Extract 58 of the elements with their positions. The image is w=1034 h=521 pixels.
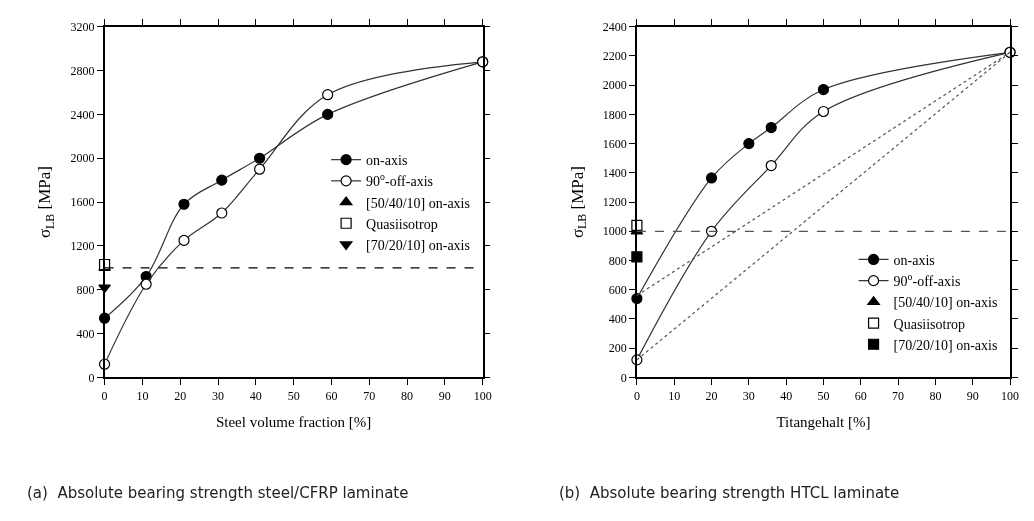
x-tick-label: 40	[780, 388, 793, 403]
text: (a) Absolute bearing strength steel/CFRP laminate	[27, 484, 409, 502]
y-tick-label: 2000	[602, 78, 627, 93]
y-tick-label: 0	[88, 370, 95, 385]
y-tick-label: 800	[76, 282, 95, 297]
legend-label: [70/20/10] on-axis	[366, 237, 470, 253]
y-tick-label: 2800	[70, 63, 95, 78]
y-tick-label: 600	[608, 282, 627, 297]
y-tick-label: 200	[608, 341, 627, 356]
x-tick-label: 70	[363, 388, 376, 403]
x-tick-label: 20	[705, 388, 718, 403]
x-axis-title: Steel volume fraction [%]	[215, 414, 372, 431]
x-tick-label: 50	[287, 388, 300, 403]
y-tick-label: 2400	[70, 107, 95, 122]
y-tick-label: 2400	[602, 19, 627, 34]
y-tick-label: 1200	[602, 195, 627, 210]
y-tick-label: 0	[620, 370, 627, 385]
legend-label: Quasiisotrop	[366, 216, 438, 232]
x-tick-label: 10	[136, 388, 149, 403]
legend-label: on-axis	[893, 252, 935, 268]
legend-label: Quasiisotrop	[893, 316, 966, 332]
x-tick-label: 80	[929, 388, 942, 403]
legend-label: [50/40/10] on-axis	[893, 295, 998, 311]
x-tick-label: 40	[249, 388, 262, 403]
x-tick-label: 100	[473, 388, 492, 403]
x-tick-label: 30	[212, 388, 225, 403]
y-tick-label: 2200	[602, 49, 627, 64]
x-tick-label: 20	[174, 388, 187, 403]
y-tick-label: 3200	[70, 19, 95, 34]
x-tick-label: 30	[742, 388, 755, 403]
x-tick-label: 60	[325, 388, 338, 403]
x-tick-label: 60	[854, 388, 867, 403]
legend-label: 90$^{o}$-off-axis	[366, 171, 433, 190]
x-tick-label: 100	[1001, 388, 1020, 403]
y-tick-label: 1800	[602, 107, 627, 122]
y-tick-label: 2000	[70, 151, 95, 166]
y-tick-label: 1600	[70, 195, 95, 210]
x-axis-title: Titangehalt [%]	[776, 414, 871, 431]
x-tick-label: 50	[817, 388, 830, 403]
y-tick-label: 1600	[602, 136, 627, 151]
y-tick-label: 1000	[602, 224, 627, 239]
y-tick-label: 400	[76, 326, 95, 341]
legend-label: 90$^{o}$-off-axis	[893, 271, 961, 290]
y-tick-label: 800	[608, 253, 627, 268]
legend-label: on-axis	[366, 153, 408, 169]
x-tick-label: 90	[438, 388, 451, 403]
text: (b) Absolute bearing strength HTCL laminate	[559, 484, 900, 502]
legend-label: [70/20/10] on-axis	[893, 337, 998, 353]
legend-label: [50/40/10] on-axis	[366, 195, 470, 211]
x-tick-label: 80	[401, 388, 414, 403]
x-tick-label: 0	[633, 388, 640, 403]
x-tick-label: 90	[966, 388, 979, 403]
x-tick-label: 10	[668, 388, 681, 403]
x-tick-label: 0	[101, 388, 108, 403]
y-tick-label: 400	[608, 312, 627, 327]
x-tick-label: 70	[892, 388, 905, 403]
y-tick-label: 1200	[70, 239, 95, 254]
y-tick-label: 1400	[602, 166, 627, 181]
